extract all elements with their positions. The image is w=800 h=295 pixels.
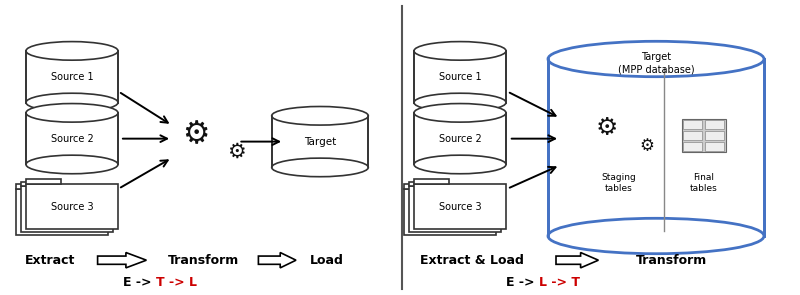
Text: Extract & Load: Extract & Load <box>420 254 524 267</box>
FancyBboxPatch shape <box>705 120 724 130</box>
Text: Transform: Transform <box>168 254 240 267</box>
Polygon shape <box>21 182 56 186</box>
Polygon shape <box>404 189 496 235</box>
Ellipse shape <box>272 158 368 177</box>
Ellipse shape <box>548 218 764 254</box>
Text: ⚙: ⚙ <box>226 142 246 162</box>
Text: ⚙: ⚙ <box>639 137 654 155</box>
Ellipse shape <box>414 42 506 60</box>
Polygon shape <box>98 253 146 268</box>
Text: L -> T: L -> T <box>539 276 580 289</box>
Ellipse shape <box>26 104 118 122</box>
FancyBboxPatch shape <box>683 142 702 151</box>
Text: Target
(MPP database): Target (MPP database) <box>618 52 694 74</box>
FancyBboxPatch shape <box>683 131 702 140</box>
Polygon shape <box>21 186 114 232</box>
Text: T -> L: T -> L <box>156 276 197 289</box>
Text: Source 3: Source 3 <box>50 201 94 212</box>
Text: Transform: Transform <box>636 254 708 267</box>
Polygon shape <box>258 253 296 268</box>
Polygon shape <box>414 183 506 230</box>
Ellipse shape <box>414 155 506 174</box>
Text: Final
tables: Final tables <box>690 173 718 193</box>
Text: ⚙: ⚙ <box>182 120 210 149</box>
Ellipse shape <box>26 42 118 60</box>
Ellipse shape <box>414 104 506 122</box>
Text: Source 1: Source 1 <box>438 72 482 82</box>
Text: Target: Target <box>304 137 336 147</box>
Polygon shape <box>548 59 764 236</box>
FancyBboxPatch shape <box>682 119 726 152</box>
FancyBboxPatch shape <box>705 142 724 151</box>
Polygon shape <box>409 186 501 232</box>
Polygon shape <box>414 51 506 103</box>
Ellipse shape <box>26 93 118 112</box>
Text: E ->: E -> <box>123 276 156 289</box>
Polygon shape <box>26 51 118 103</box>
Polygon shape <box>414 113 506 165</box>
Ellipse shape <box>548 41 764 77</box>
FancyBboxPatch shape <box>683 120 702 130</box>
Polygon shape <box>26 179 61 183</box>
Polygon shape <box>556 253 598 268</box>
Text: E ->: E -> <box>506 276 539 289</box>
Ellipse shape <box>272 106 368 125</box>
Ellipse shape <box>26 155 118 174</box>
Polygon shape <box>16 184 51 189</box>
Text: Source 2: Source 2 <box>50 134 94 144</box>
Text: Extract: Extract <box>25 254 74 267</box>
Polygon shape <box>404 184 439 189</box>
Ellipse shape <box>414 93 506 112</box>
Polygon shape <box>414 179 449 183</box>
Text: Source 1: Source 1 <box>50 72 94 82</box>
Text: Source 3: Source 3 <box>438 201 482 212</box>
FancyBboxPatch shape <box>705 131 724 140</box>
Polygon shape <box>16 189 109 235</box>
Polygon shape <box>26 113 118 165</box>
Polygon shape <box>272 116 368 168</box>
Text: Source 2: Source 2 <box>438 134 482 144</box>
Text: ⚙: ⚙ <box>596 116 618 140</box>
Text: Load: Load <box>310 254 343 267</box>
Text: Staging
tables: Staging tables <box>602 173 636 193</box>
Polygon shape <box>26 183 118 230</box>
Polygon shape <box>409 182 444 186</box>
